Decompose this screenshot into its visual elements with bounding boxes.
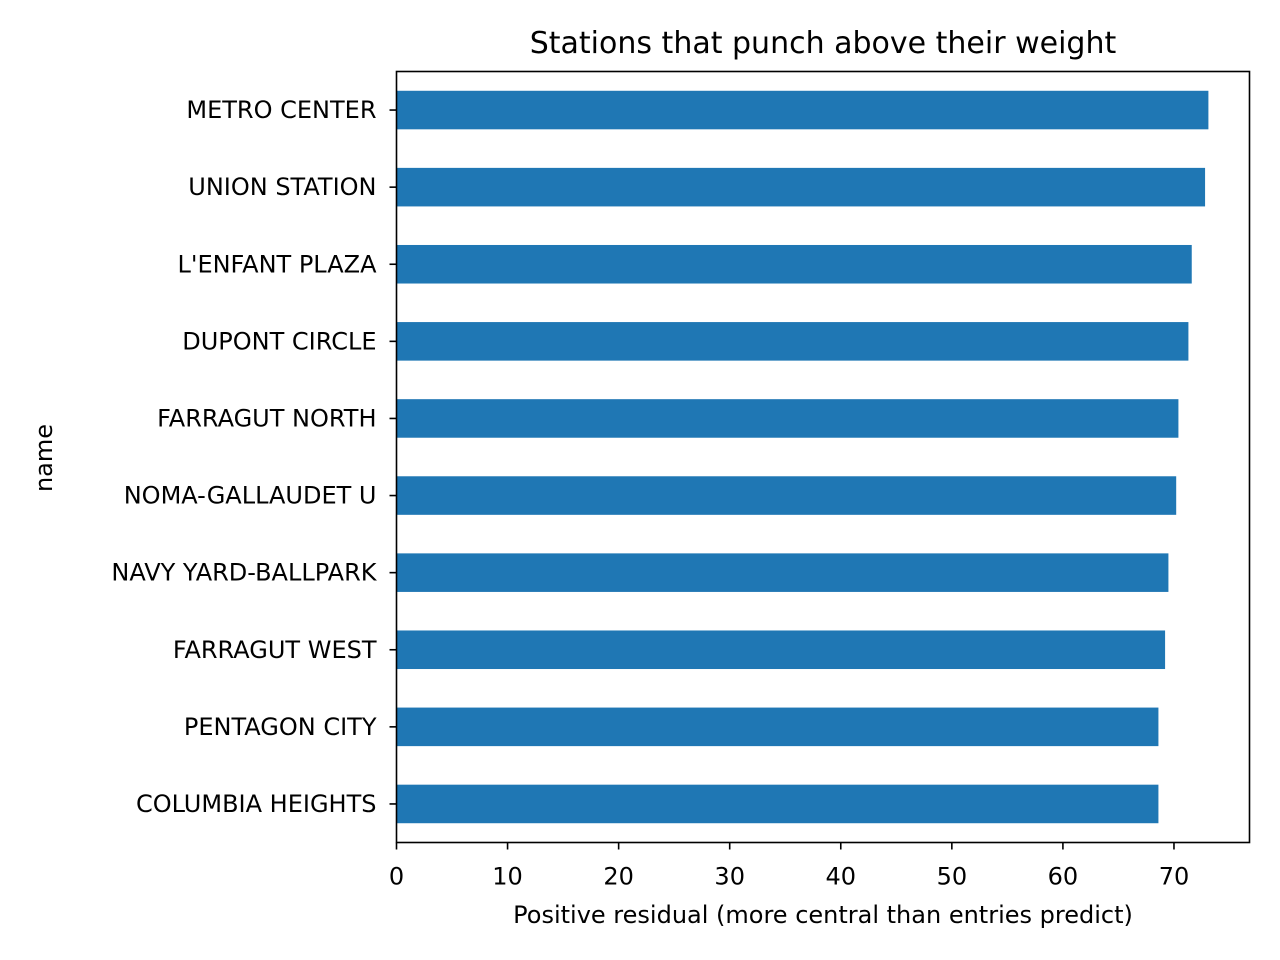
y-tick-label: FARRAGUT NORTH: [157, 404, 376, 432]
y-tick-label: COLUMBIA HEIGHTS: [136, 790, 377, 818]
bar-0: [396, 90, 1209, 130]
y-tick-label: UNION STATION: [188, 173, 376, 201]
x-tick-label: 30: [714, 863, 745, 891]
y-tick-label: L'ENFANT PLAZA: [177, 250, 377, 278]
x-tick-label: 20: [603, 863, 634, 891]
bar-9: [396, 784, 1159, 824]
y-tick-label: PENTAGON CITY: [184, 713, 377, 741]
y-tick-label: DUPONT CIRCLE: [182, 327, 376, 355]
bar-8: [396, 707, 1159, 747]
x-axis-ticks: 0 10 20 30 40 50 60 70: [389, 842, 1190, 891]
bar-5: [396, 476, 1177, 515]
y-tick-label: NOMA-GALLAUDET U: [124, 482, 377, 510]
bar-6: [396, 553, 1169, 592]
x-tick-label: 0: [389, 863, 404, 891]
x-tick-label: 70: [1159, 863, 1190, 891]
x-tick-label: 10: [492, 863, 523, 891]
bar-7: [396, 630, 1166, 670]
bar-1: [396, 167, 1206, 207]
chart-title: Stations that punch above their weight: [530, 26, 1117, 61]
y-axis-ticks: METRO CENTER UNION STATION L'ENFANT PLAZA D…: [111, 96, 397, 818]
bars-group: [396, 90, 1209, 824]
y-tick-label: NAVY YARD-BALLPARK: [111, 559, 377, 587]
plot-frame: [395, 70, 1251, 844]
y-tick-label: FARRAGUT WEST: [173, 636, 377, 664]
y-tick-label: METRO CENTER: [186, 96, 376, 124]
bar-3: [396, 322, 1189, 361]
bar-2: [396, 244, 1192, 284]
bar-4: [396, 399, 1179, 438]
x-tick-label: 40: [825, 863, 856, 891]
x-axis-label: Positive residual (more central than ent…: [513, 901, 1133, 929]
x-tick-label: 60: [1048, 863, 1079, 891]
y-axis-label: name: [30, 424, 58, 492]
x-tick-label: 50: [937, 863, 968, 891]
